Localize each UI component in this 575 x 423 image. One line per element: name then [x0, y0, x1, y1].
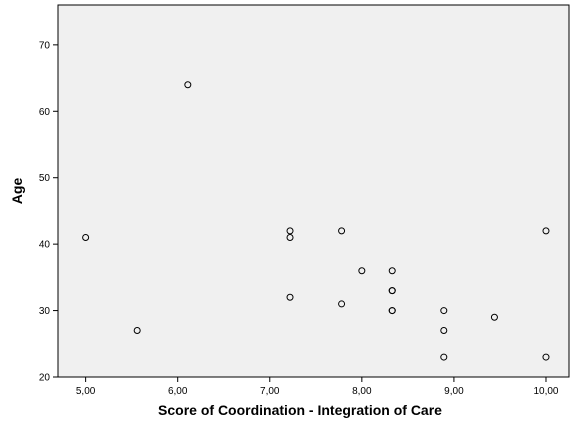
y-tick-label: 30 [39, 306, 51, 317]
data-point [388, 287, 396, 295]
data-point [286, 293, 294, 301]
data-points [82, 81, 550, 361]
data-point [286, 234, 294, 241]
x-axis-title: Score of Coordination - Integration of C… [158, 402, 442, 418]
data-point [338, 227, 346, 235]
data-point [82, 234, 90, 241]
y-tick-label: 20 [39, 373, 51, 384]
data-point [440, 353, 448, 361]
data-point [490, 313, 498, 321]
y-tick-label: 40 [39, 240, 51, 251]
data-point [542, 353, 550, 361]
x-tick-label: 5,00 [76, 386, 96, 397]
x-tick-label: 9,00 [444, 386, 464, 397]
data-point [133, 327, 141, 334]
x-axis: 5,00 6,00 7,00 8,00 9,00 10,00 [76, 377, 559, 397]
x-tick-label: 7,00 [260, 386, 280, 397]
data-point [338, 300, 346, 308]
data-point [388, 267, 396, 275]
x-tick-label: 6,00 [168, 386, 188, 397]
y-axis: 20 30 40 50 60 70 [39, 40, 58, 384]
plot-area [57, 4, 570, 378]
data-point [388, 307, 396, 315]
data-point [440, 327, 448, 334]
y-axis-title: Age [9, 178, 25, 205]
data-point [440, 307, 448, 315]
x-tick-label: 8,00 [352, 386, 372, 397]
y-tick-label: 60 [39, 107, 51, 118]
data-point [184, 81, 192, 89]
data-point [358, 267, 366, 275]
y-tick-label: 70 [39, 40, 51, 51]
y-tick-label: 50 [39, 173, 51, 184]
data-point [286, 227, 294, 235]
data-point [542, 227, 550, 235]
x-tick-label: 10,00 [533, 386, 558, 397]
